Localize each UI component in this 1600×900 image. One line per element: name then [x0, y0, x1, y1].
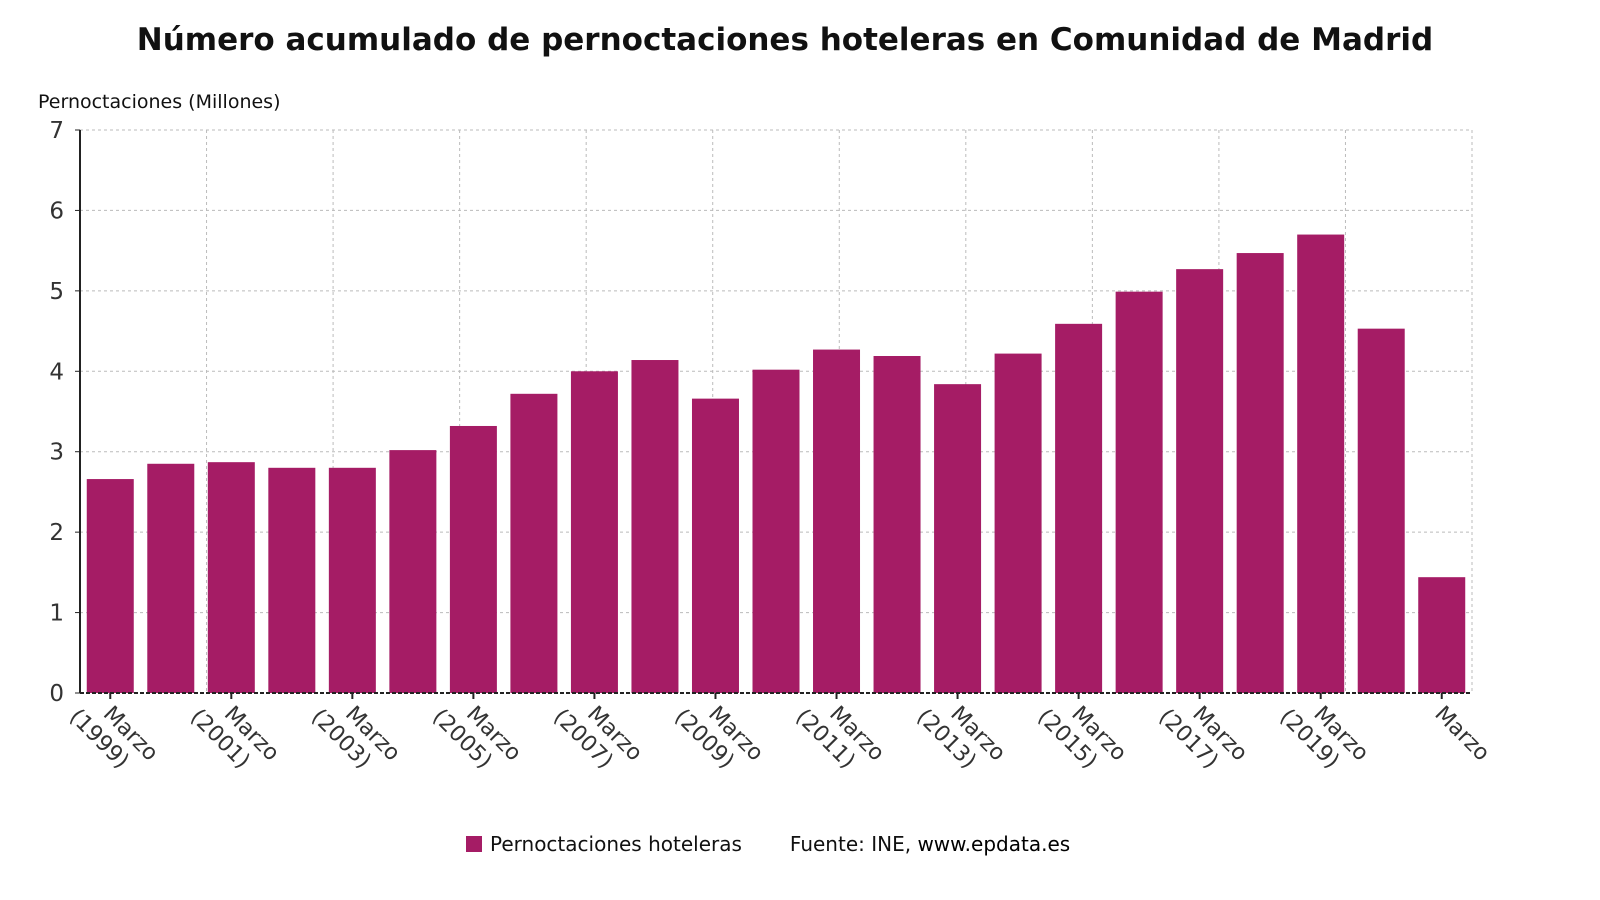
y-tick-label: 5 — [49, 279, 64, 305]
bar: Marzo (2008): 4.14 — [631, 360, 679, 693]
y-tick-label: 7 — [49, 118, 64, 144]
bar: Marzo (2016): 4.99 — [1115, 291, 1163, 693]
bar: Marzo (2000): 2.85 — [147, 463, 195, 693]
chart-title: Número acumulado de pernoctaciones hotel… — [136, 22, 1434, 58]
x-tick-label: Marzo(2013) — [911, 686, 1010, 785]
legend-label: Pernoctaciones hoteleras — [490, 832, 742, 856]
bar: Marzo (2015): 4.59 — [1055, 323, 1103, 693]
source-note: Fuente: INE, www.epdata.es — [790, 832, 1070, 856]
bar: Marzo: 1.44 — [1418, 577, 1466, 693]
bar: Marzo (2009): 3.66 — [691, 398, 739, 693]
bar: Marzo (2019): 5.7 — [1297, 234, 1345, 694]
legend-swatch — [466, 836, 482, 852]
y-tick-label: 2 — [49, 520, 64, 546]
bar: Marzo (2006): 3.72 — [510, 393, 558, 693]
x-tick-label: Marzo(2019) — [1275, 686, 1374, 785]
bar: Marzo (2012): 4.19 — [873, 356, 921, 693]
x-tick-label: Marzo(1999) — [64, 686, 163, 785]
bar: Marzo (2014): 4.22 — [994, 353, 1042, 693]
bar: Marzo (2013): 3.84 — [934, 384, 982, 693]
source-prefix: Fuente: INE, — [789, 832, 918, 856]
x-tick-label: Marzo(2005) — [427, 686, 526, 785]
bar: Marzo (2011): 4.27 — [813, 349, 861, 693]
bar: Marzo (2017): 5.27 — [1176, 269, 1224, 693]
x-tick-label: Marzo(2007) — [548, 686, 647, 785]
source-link[interactable]: www.epdata.es — [917, 832, 1071, 856]
x-tick-label: Marzo(2009) — [669, 686, 768, 785]
bar-chart: 0 1 2 3 4 5 6 7 Marzo (1999): 2.66 Marzo (2000): … — [49, 118, 1494, 785]
bar: Marzo (2018): 5.47 — [1236, 253, 1284, 693]
bar: Marzo (2020): 4.53 — [1357, 328, 1405, 693]
x-tick-label: Marzo(2011) — [790, 686, 889, 785]
x-tick-label: Marzo(2017) — [1153, 686, 1252, 785]
legend: Pernoctaciones hoteleras Fuente: INE, ww… — [466, 832, 1070, 856]
bar: Marzo (2005): 3.32 — [449, 425, 497, 693]
bar: Marzo (2003): 2.8 — [328, 467, 376, 693]
y-tick-label: 3 — [49, 440, 64, 466]
x-tick-label: Marzo — [1429, 702, 1494, 767]
x-tick-label: Marzo(2003) — [306, 686, 405, 785]
y-axis-label: Pernoctaciones (Millones) — [38, 91, 281, 113]
bar: Marzo (2002): 2.8 — [268, 467, 316, 693]
bar: Marzo (2007): 4 — [570, 371, 618, 693]
y-tick-label: 6 — [49, 198, 64, 224]
x-tick-label: Marzo(2001) — [185, 686, 284, 785]
y-tick-label: 0 — [49, 681, 64, 707]
y-tick-label: 1 — [49, 601, 64, 627]
bar: Marzo (2001): 2.87 — [207, 462, 255, 693]
bar: Marzo (2010): 4.02 — [752, 369, 800, 693]
y-tick-label: 4 — [49, 359, 64, 385]
bar: Marzo (1999): 2.66 — [86, 479, 134, 693]
bar: Marzo (2004): 3.02 — [389, 450, 437, 693]
x-tick-label: Marzo(2015) — [1032, 686, 1131, 785]
